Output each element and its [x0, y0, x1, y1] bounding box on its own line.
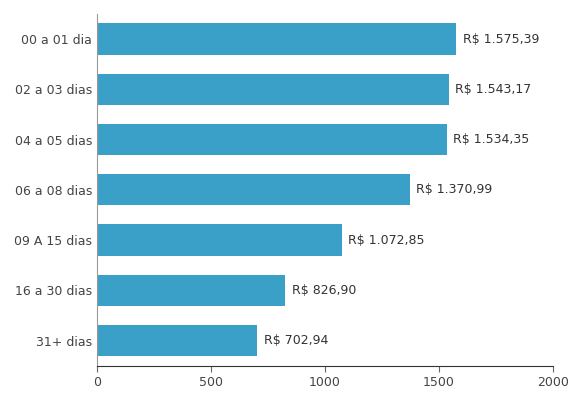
- Bar: [97, 174, 410, 206]
- Text: R$ 1.575,39: R$ 1.575,39: [463, 33, 539, 46]
- Bar: [97, 23, 456, 54]
- Text: R$ 826,90: R$ 826,90: [292, 284, 356, 297]
- Bar: [97, 275, 286, 306]
- Bar: [97, 325, 257, 356]
- Text: R$ 1.534,35: R$ 1.534,35: [454, 133, 529, 146]
- Bar: [97, 124, 447, 155]
- Text: R$ 702,94: R$ 702,94: [264, 334, 328, 347]
- Text: R$ 1.543,17: R$ 1.543,17: [455, 83, 532, 96]
- Bar: [97, 74, 449, 105]
- Text: R$ 1.072,85: R$ 1.072,85: [348, 234, 424, 247]
- Text: R$ 1.370,99: R$ 1.370,99: [416, 183, 492, 196]
- Bar: [97, 224, 342, 256]
